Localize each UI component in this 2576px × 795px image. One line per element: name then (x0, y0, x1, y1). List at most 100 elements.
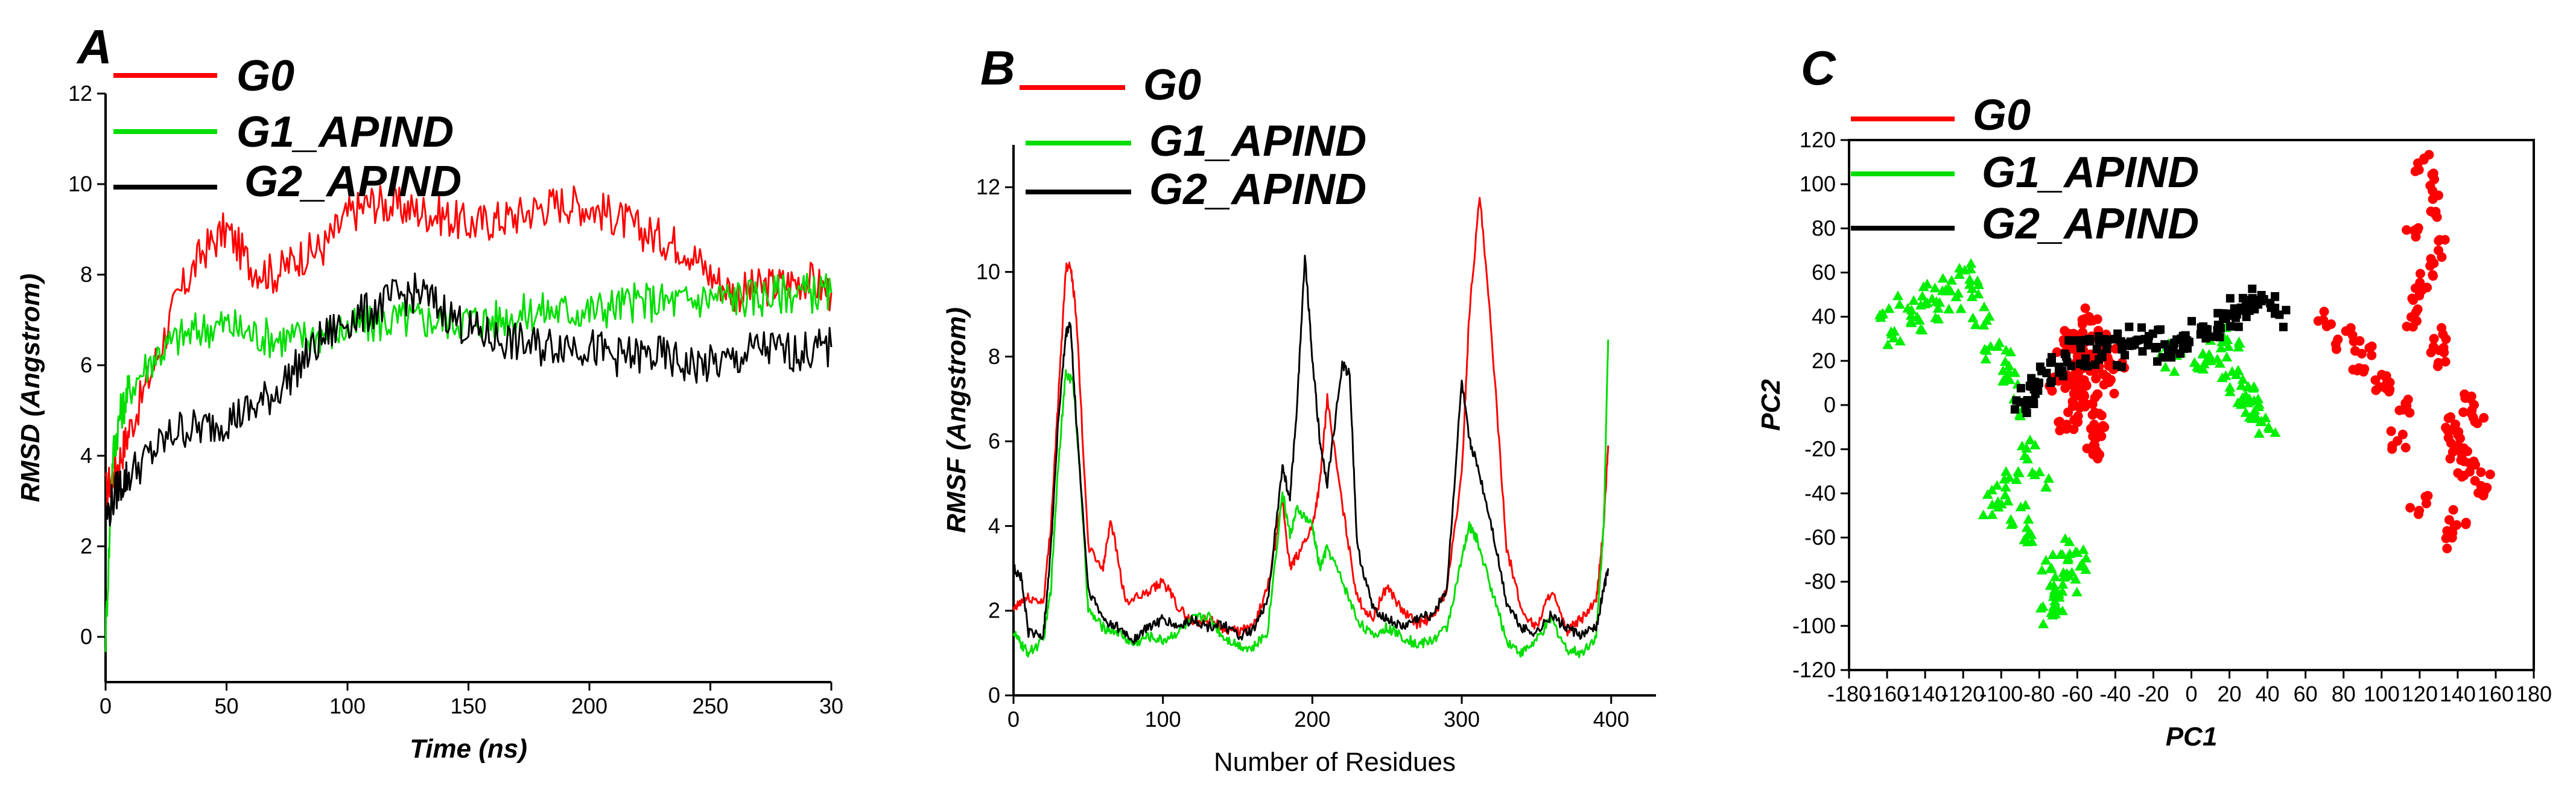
scatter-point-g0 (2079, 389, 2089, 400)
scatter-point-g1-apind (2040, 481, 2052, 491)
scatter-point-g0 (2425, 261, 2435, 271)
y-tick-label: -80 (1804, 569, 1836, 594)
scatter-point-g1-apind (2066, 567, 2078, 577)
scatter-point-g1-apind (2009, 367, 2020, 377)
scatter-point-g1-apind (1915, 324, 1926, 334)
y-axis-label: RMSD (Angstrom) (16, 273, 45, 502)
scatter-point-g0 (2455, 433, 2465, 444)
scatter-point-g1-apind (2214, 358, 2225, 368)
scatter-point-g1-apind (1921, 297, 1933, 307)
y-tick-label: -40 (1804, 481, 1836, 505)
scatter-point-g1-apind (2221, 351, 2233, 362)
x-tick-label: -160 (1865, 682, 1909, 706)
scatter-point-g0 (2417, 285, 2427, 295)
x-tick-label: 200 (571, 694, 608, 718)
scatter-point-g1-apind (1987, 499, 1998, 509)
scatter-point-g0 (2081, 380, 2092, 391)
scatter-point-g0 (2469, 456, 2479, 467)
y-tick-label: 10 (68, 171, 92, 196)
y-axis-label: RMSF (Angstrom) (942, 307, 971, 533)
scatter-point-g1-apind (1917, 290, 1928, 301)
scatter-point-g1-apind (2230, 369, 2242, 379)
scatter-point-g1-apind (2057, 549, 2068, 559)
scatter-point-g0 (2447, 424, 2457, 435)
scatter-point-g0 (2382, 383, 2392, 393)
scatter-point-g1-apind (1991, 480, 2003, 490)
x-tick-label: -60 (2061, 682, 2093, 706)
scatter-point-g0 (2441, 334, 2451, 344)
scatter-point-g0 (2430, 190, 2440, 200)
scatter-point-g1-apind (1978, 509, 1989, 520)
scatter-point-g1-apind (1908, 295, 1920, 305)
scatter-point-g0 (2367, 350, 2377, 360)
scatter-point-g2-apind (2151, 343, 2160, 353)
scatter-point-g1-apind (2236, 380, 2247, 390)
y-tick-label: 2 (80, 534, 92, 558)
scatter-point-g2-apind (2029, 400, 2038, 409)
x-tick-label: 0 (1007, 707, 1020, 732)
scatter-point-g1-apind (1894, 299, 1905, 309)
scatter-point-g1-apind (1980, 354, 1991, 363)
scatter-point-g1-apind (1894, 336, 1906, 346)
scatter-point-g2-apind (2016, 398, 2025, 407)
scatter-point-g1-apind (1937, 273, 1949, 283)
scatter-point-g1-apind (1954, 263, 1965, 273)
scatter-point-g1-apind (1997, 375, 2009, 386)
scatter-point-g1-apind (1982, 489, 1993, 499)
scatter-point-g1-apind (1994, 337, 2005, 347)
y-tick-label: 120 (1800, 127, 1836, 152)
scatter-point-g1-apind (1886, 328, 1897, 339)
x-tick-label: -120 (1941, 682, 1985, 706)
scatter-point-g1-apind (1997, 365, 2009, 375)
scatter-point-g0 (2355, 336, 2365, 346)
x-axis-label: PC1 (2166, 722, 2218, 752)
scatter-point-g1-apind (1906, 304, 1917, 314)
scatter-point-g2-apind (2208, 332, 2217, 341)
scatter-point-g1-apind (2270, 427, 2281, 437)
y-tick-label: 8 (988, 344, 1000, 369)
scatter-point-g1-apind (2057, 579, 2069, 589)
scatter-point-g0 (2442, 526, 2452, 536)
x-tick-label: 80 (2332, 682, 2356, 706)
scatter-point-g0 (2459, 443, 2469, 453)
scatter-point-g0 (2413, 304, 2423, 314)
scatter-point-g2-apind (2279, 322, 2288, 331)
scatter-point-g2-apind (2125, 322, 2134, 331)
scatter-point-g1-apind (2064, 536, 2075, 546)
x-tick-label: -180 (1827, 682, 1871, 706)
scatter-point-g2-apind (2181, 338, 2191, 347)
scatter-point-g1-apind (2046, 563, 2057, 573)
scatter-point-g0 (2420, 491, 2431, 502)
y-tick-label: 10 (976, 259, 1000, 284)
scatter-point-g2-apind (2225, 294, 2235, 303)
scatter-point-g0 (2082, 443, 2092, 453)
y-tick-label: 4 (988, 513, 1000, 538)
y-tick-label: 2 (988, 598, 1000, 623)
scatter-point-g1-apind (2003, 360, 2014, 370)
scatter-point-g2-apind (2111, 334, 2120, 343)
x-tick-label: 300 (1444, 707, 1480, 732)
scatter-point-g1-apind (1950, 292, 1962, 301)
scatter-point-g1-apind (1932, 303, 1944, 313)
scatter-point-g1-apind (2169, 366, 2180, 376)
scatter-point-g1-apind (1918, 281, 1929, 292)
scatter-point-g2-apind (2226, 322, 2235, 331)
y-tick-label: 80 (1812, 216, 1836, 240)
scatter-point-g1-apind (1964, 274, 1976, 284)
x-tick-label: 100 (329, 694, 366, 718)
scatter-point-g2-apind (2282, 305, 2291, 314)
y-tick-label: -120 (1792, 657, 1836, 682)
scatter-point-g0 (2330, 339, 2341, 349)
scatter-point-g0 (2078, 327, 2088, 337)
x-tick-label: 200 (1294, 707, 1330, 732)
y-tick-label: 6 (988, 429, 1000, 453)
scatter-point-g0 (2461, 517, 2471, 528)
scatter-point-g1-apind (2019, 534, 2030, 544)
scatter-point-g2-apind (2255, 295, 2264, 304)
scatter-point-g1-apind (1883, 303, 1894, 313)
x-tick-label: 160 (2478, 682, 2514, 706)
scatter-point-g1-apind (1993, 502, 2004, 512)
scatter-point-g0 (2410, 166, 2420, 176)
y-tick-label: 6 (80, 353, 92, 377)
